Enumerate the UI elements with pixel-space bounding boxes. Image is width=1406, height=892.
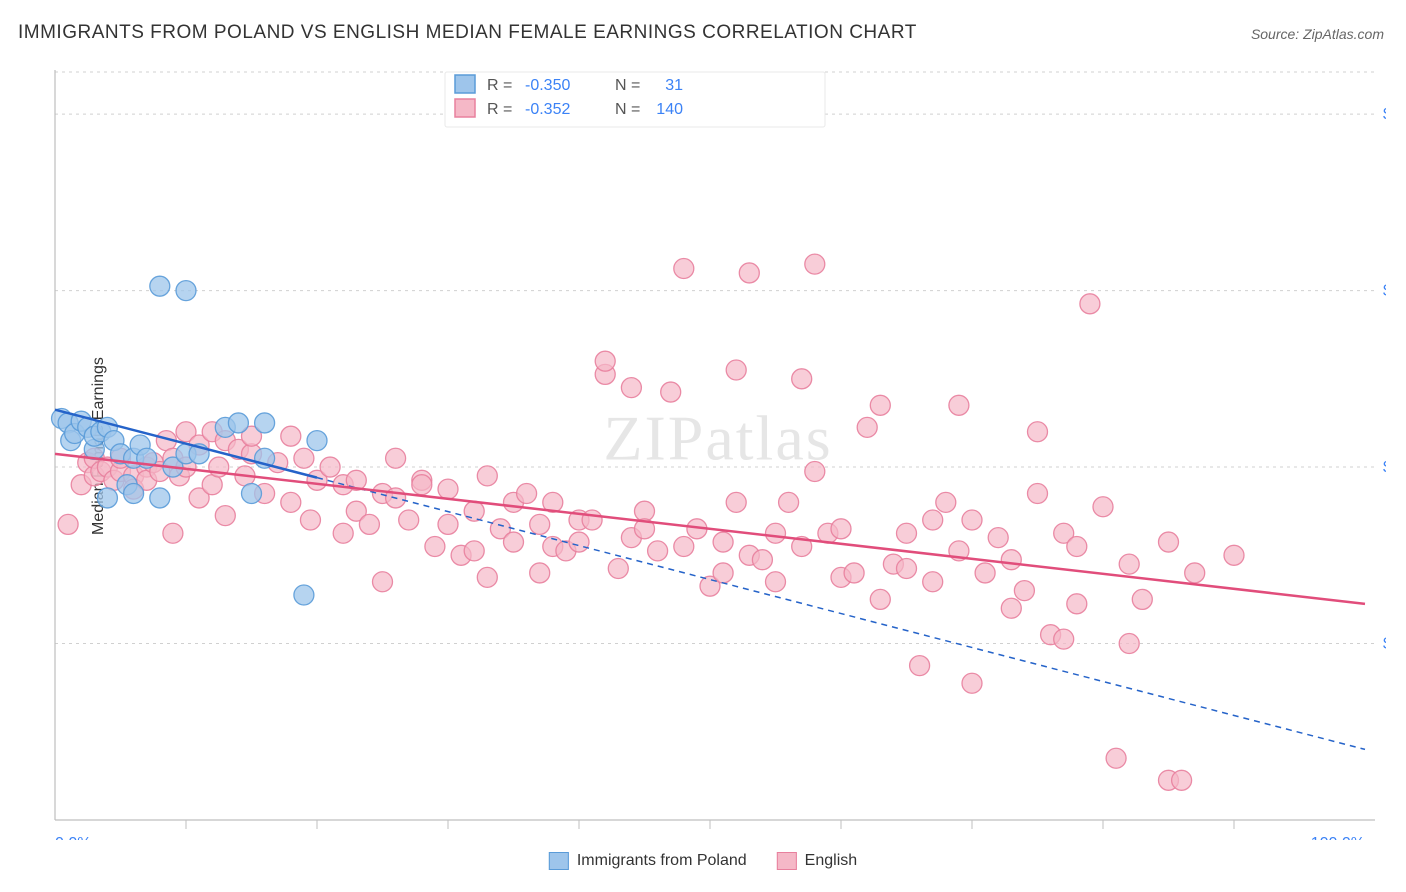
svg-text:R =: R = xyxy=(487,101,512,118)
svg-text:N =: N = xyxy=(615,101,640,118)
svg-text:-0.352: -0.352 xyxy=(525,101,570,118)
bottom-legend: Immigrants from Poland English xyxy=(549,852,857,870)
svg-text:0.0%: 0.0% xyxy=(55,835,91,840)
svg-text:31: 31 xyxy=(665,77,683,94)
source-attribution: Source: ZipAtlas.com xyxy=(1251,26,1384,42)
chart-title: IMMIGRANTS FROM POLAND VS ENGLISH MEDIAN… xyxy=(18,22,917,44)
svg-text:100.0%: 100.0% xyxy=(1311,835,1365,840)
legend-swatch-english xyxy=(777,852,797,870)
svg-text:$40,000: $40,000 xyxy=(1383,459,1386,476)
svg-text:140: 140 xyxy=(656,101,683,118)
legend-item-poland: Immigrants from Poland xyxy=(549,852,747,870)
svg-text:R =: R = xyxy=(487,77,512,94)
legend-swatch-poland xyxy=(549,852,569,870)
svg-text:$60,000: $60,000 xyxy=(1383,283,1386,300)
svg-text:N =: N = xyxy=(615,77,640,94)
scatter-chart: $20,000 $40,000 $60,000 $80,000 0.0% 100.0% R … xyxy=(50,60,1386,840)
legend-label-poland: Immigrants from Poland xyxy=(577,852,747,870)
svg-text:-0.350: -0.350 xyxy=(525,77,570,94)
legend-label-english: English xyxy=(805,852,857,870)
svg-text:$80,000: $80,000 xyxy=(1383,106,1386,123)
legend-item-english: English xyxy=(777,852,857,870)
svg-text:$20,000: $20,000 xyxy=(1383,636,1386,653)
chart-area: ZIPatlas $20,000$40,000$60,000$80,0000.0… xyxy=(50,60,1386,832)
